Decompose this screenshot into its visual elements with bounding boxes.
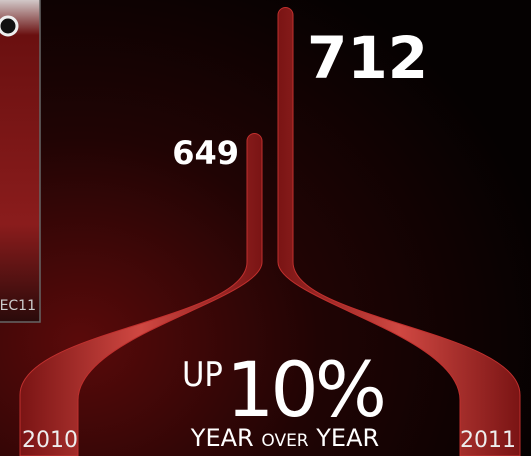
annotation-prefix: UP bbox=[182, 355, 223, 395]
category-label: 2010 bbox=[22, 428, 78, 453]
annotation-word: YEAR bbox=[190, 424, 254, 452]
inset-panel bbox=[0, 0, 40, 322]
chart: EC11 UP 10% YEAR OVER YEAR 649 2010 712 201… bbox=[0, 0, 531, 456]
inset-icon bbox=[0, 17, 17, 35]
category-label: 2011 bbox=[460, 428, 516, 453]
value-label: 649 bbox=[172, 134, 239, 172]
page: EC11 UP 10% YEAR OVER YEAR 649 2010 712 201… bbox=[0, 0, 531, 456]
annotation-value: 10% bbox=[226, 345, 384, 434]
annotation-word: OVER bbox=[261, 431, 308, 451]
annotation-word: YEAR bbox=[315, 424, 379, 452]
value-label: 712 bbox=[307, 24, 428, 92]
inset-label: EC11 bbox=[0, 298, 36, 314]
